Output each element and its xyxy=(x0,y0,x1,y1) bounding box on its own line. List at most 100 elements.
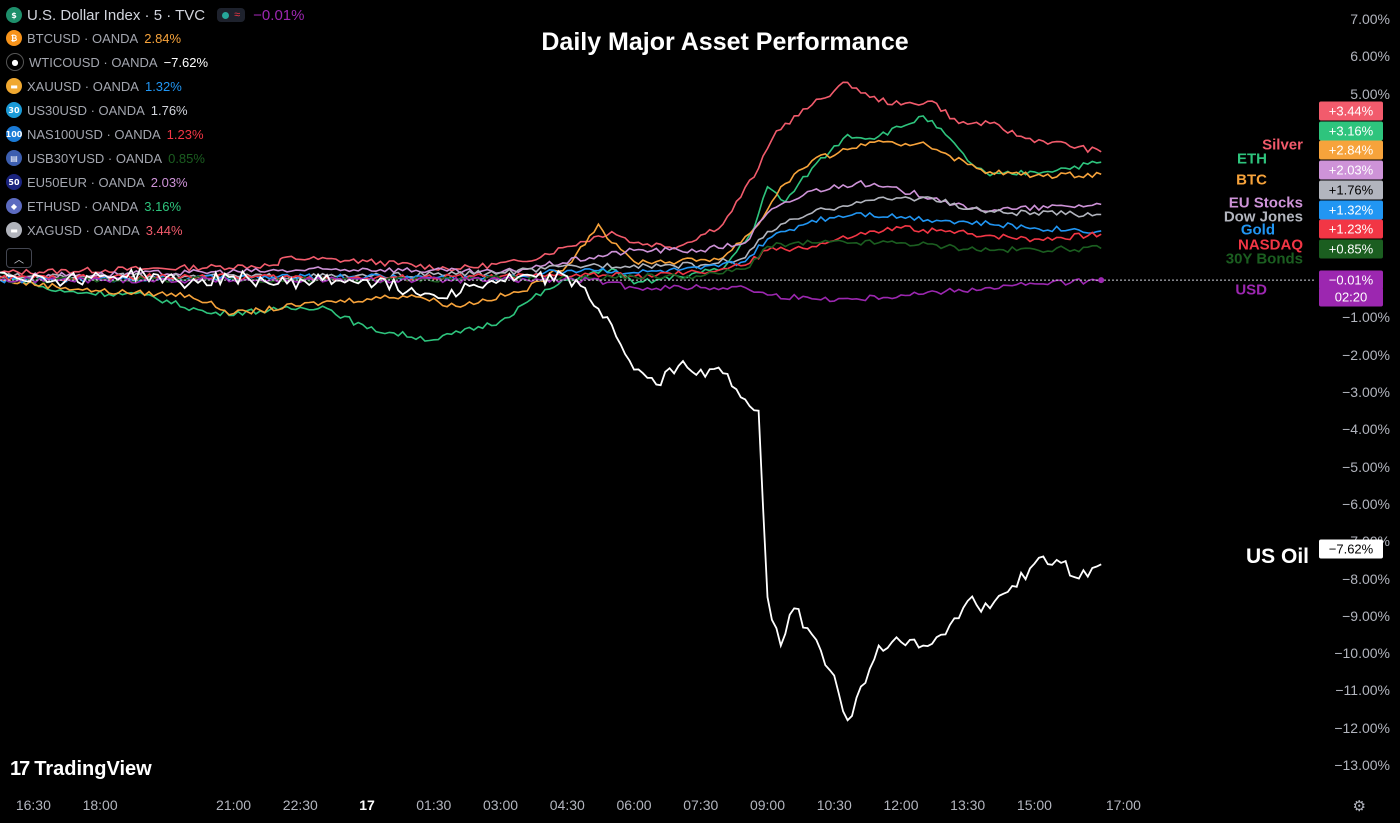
x-tick-label: 22:30 xyxy=(282,797,318,813)
legend-row[interactable]: ◆ ETHUSD · OANDA 3.16% xyxy=(6,194,304,218)
tradingview-mark-icon: 17 xyxy=(10,758,30,780)
gear-icon[interactable]: ⚙ xyxy=(1352,798,1366,815)
y-tick-label: −6.00% xyxy=(1342,495,1390,512)
symbol-icon: ▤ xyxy=(6,150,22,166)
value-badge: −7.62% xyxy=(1319,539,1383,559)
x-tick-label: 10:30 xyxy=(816,797,852,813)
x-tick-label: 15:00 xyxy=(1016,797,1052,813)
y-tick-label: −1.00% xyxy=(1342,309,1390,326)
y-tick-label: −10.00% xyxy=(1334,645,1390,662)
series-line-us-oil[interactable] xyxy=(0,266,1102,722)
legend-symbol-name: EU50EUR · OANDA xyxy=(27,174,145,190)
legend-symbol-name: US30USD · OANDA xyxy=(27,102,145,118)
y-tick-label: −8.00% xyxy=(1342,570,1390,587)
legend: $ U.S. Dollar Index · 5 · TVC ≈ −0.01% ₿… xyxy=(6,4,304,268)
market-open-icon xyxy=(222,11,230,19)
legend-row[interactable]: 100 NAS100USD · OANDA 1.23% xyxy=(6,122,304,146)
legend-symbol-value: 2.03% xyxy=(150,174,188,190)
series-label: US Oil xyxy=(1245,545,1309,568)
y-tick-label: −5.00% xyxy=(1342,458,1390,475)
x-tick-label: 03:00 xyxy=(483,797,519,813)
delay-icon: ≈ xyxy=(234,9,241,21)
value-badge: +0.85% xyxy=(1319,239,1383,259)
y-tick-label: −12.00% xyxy=(1334,719,1390,736)
value-badge: −0.01% xyxy=(1319,270,1383,290)
logo-text: TradingView xyxy=(34,758,152,780)
legend-row[interactable]: ▤ USB30YUSD · OANDA 0.85% xyxy=(6,146,304,170)
chevron-up-icon[interactable]: ︿ xyxy=(6,248,32,268)
legend-symbol-value: 3.44% xyxy=(145,222,183,238)
legend-row[interactable]: ● WTICOUSD · OANDA −7.62% xyxy=(6,50,304,74)
x-tick-label: 17 xyxy=(359,797,375,813)
series-label: Dow Jones xyxy=(1223,208,1303,226)
symbol-icon: ▬ xyxy=(6,78,22,94)
legend-row[interactable]: ▬ XAGUSD · OANDA 3.44% xyxy=(6,218,304,242)
y-tick-label: 5.00% xyxy=(1350,85,1390,102)
x-tick-label: 17:00 xyxy=(1105,797,1141,813)
y-tick-label: −2.00% xyxy=(1342,346,1390,363)
symbol-icon: 30 xyxy=(6,102,22,118)
legend-symbol-name: ETHUSD · OANDA xyxy=(27,198,139,214)
series-line-silver[interactable] xyxy=(0,81,1102,276)
legend-row[interactable]: ₿ BTCUSD · OANDA 2.84% xyxy=(6,26,304,50)
legend-symbol-value: 1.32% xyxy=(144,78,182,94)
series-label: Silver xyxy=(1262,136,1303,154)
usd-last-point xyxy=(1098,277,1105,284)
series-label: USD xyxy=(1235,281,1267,299)
symbol-icon: 50 xyxy=(6,174,22,190)
series-label: NASDAQ xyxy=(1237,236,1303,254)
symbol-icon: ◆ xyxy=(6,198,22,214)
value-badge: +3.44% xyxy=(1319,101,1383,121)
legend-symbol-name: BTCUSD · OANDA xyxy=(27,30,139,46)
series-line-usd[interactable] xyxy=(0,276,1102,303)
legend-symbol-value: −7.62% xyxy=(163,54,209,70)
legend-rows: ₿ BTCUSD · OANDA 2.84% ● WTICOUSD · OANDA −7.… xyxy=(6,26,304,242)
legend-symbol-name: XAUUSD · OANDA xyxy=(27,78,139,94)
market-status-pill[interactable]: ≈ xyxy=(217,8,246,22)
x-tick-label: 07:30 xyxy=(683,797,719,813)
series-line-eth[interactable] xyxy=(0,115,1102,342)
series-label: 30Y Bonds xyxy=(1225,250,1303,268)
x-tick-label: 13:30 xyxy=(950,797,986,813)
value-badge: +3.16% xyxy=(1319,121,1383,141)
legend-symbol-value: 0.85% xyxy=(168,150,205,166)
x-tick-label: 01:30 xyxy=(416,797,452,813)
y-tick-label: −11.00% xyxy=(1335,682,1390,699)
value-badge: +1.23% xyxy=(1319,219,1383,239)
legend-symbol-value: 1.76% xyxy=(150,102,188,118)
series-line-eu-stocks[interactable] xyxy=(0,179,1102,280)
x-tick-label: 09:00 xyxy=(749,797,786,813)
y-tick-label: −3.00% xyxy=(1342,384,1390,400)
symbol-icon: ₿ xyxy=(6,30,22,46)
x-tick-label: 12:00 xyxy=(883,797,919,813)
legend-symbol-name: NAS100USD · OANDA xyxy=(27,126,161,142)
legend-row[interactable]: ▬ XAUUSD · OANDA 1.32% xyxy=(6,74,304,98)
legend-symbol-name: USB30YUSD · OANDA xyxy=(27,150,163,166)
tradingview-logo[interactable]: 17 TradingView xyxy=(10,758,152,781)
legend-symbol-value: 1.23% xyxy=(166,126,204,142)
value-badge: +1.76% xyxy=(1319,180,1383,200)
legend-symbol-name: WTICOUSD · OANDA xyxy=(29,54,158,70)
series-label: Gold xyxy=(1240,221,1275,239)
y-tick-label: 6.00% xyxy=(1350,48,1390,65)
x-tick-label: 18:00 xyxy=(82,797,118,813)
x-tick-label: 04:30 xyxy=(549,797,585,813)
x-tick-label: 16:30 xyxy=(15,797,51,813)
series-label: EU Stocks xyxy=(1228,194,1303,212)
legend-symbol-value: 3.16% xyxy=(144,198,182,214)
legend-symbol-value: 2.84% xyxy=(144,30,182,46)
y-tick-label: −4.00% xyxy=(1342,421,1390,438)
main-symbol-row[interactable]: $ U.S. Dollar Index · 5 · TVC ≈ −0.01% xyxy=(6,4,304,26)
legend-row[interactable]: 30 US30USD · OANDA 1.76% xyxy=(6,98,304,122)
countdown-badge: 02:20 xyxy=(1319,287,1383,307)
y-tick-label: 7.00% xyxy=(1350,11,1390,27)
main-symbol-name: U.S. Dollar Index · 5 · TVC xyxy=(27,6,206,24)
legend-row[interactable]: 50 EU50EUR · OANDA 2.03% xyxy=(6,170,304,194)
y-tick-label: −9.00% xyxy=(1342,607,1390,624)
legend-symbol-name: XAGUSD · OANDA xyxy=(27,222,140,238)
symbol-icon: ▬ xyxy=(6,222,22,238)
symbol-icon: ● xyxy=(6,53,24,71)
series-label: BTC xyxy=(1236,171,1267,189)
x-tick-label: 21:00 xyxy=(216,797,252,813)
